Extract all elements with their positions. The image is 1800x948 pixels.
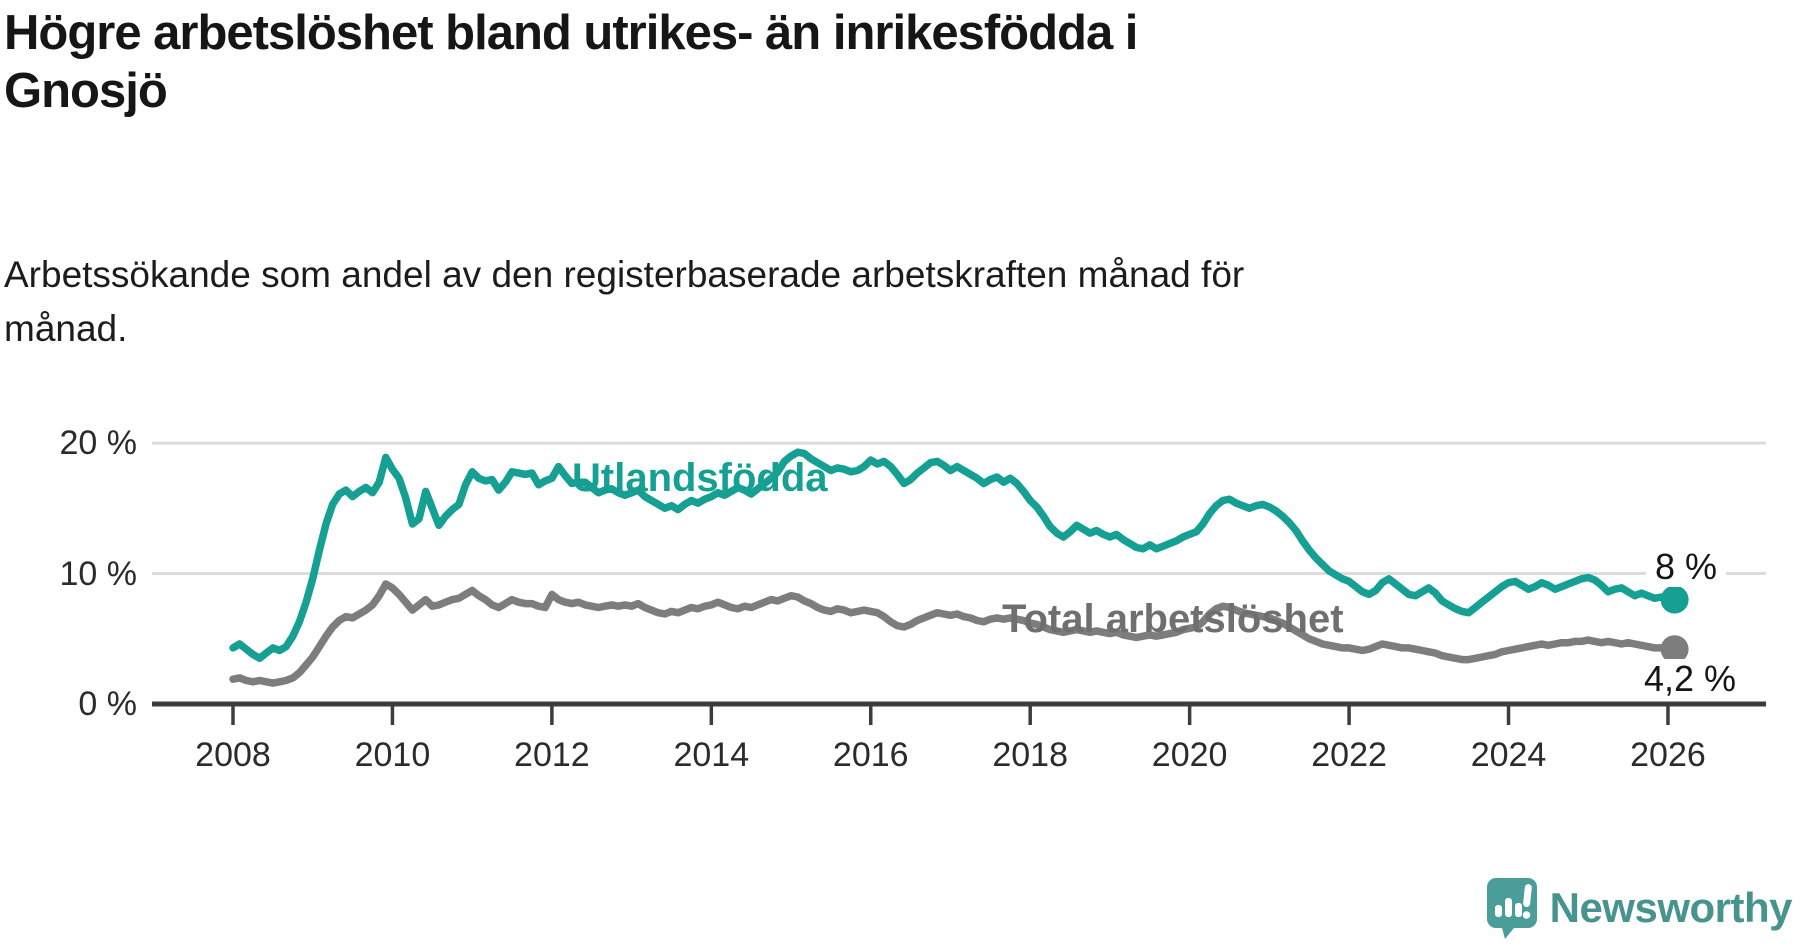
y-tick-label: 10 % [59, 554, 138, 593]
y-tick-label: 0 % [78, 685, 137, 723]
x-tick-label: 2014 [673, 736, 750, 774]
x-tick-label: 2010 [354, 736, 431, 774]
series-line-0 [229, 448, 1679, 663]
x-tick-label: 2012 [514, 736, 590, 774]
series-end-dot-1 [1660, 635, 1689, 664]
x-tick-label: 2018 [992, 736, 1069, 774]
series-line-1 [229, 580, 1679, 687]
page-title: Högre arbetslöshet bland utrikes- än inr… [4, 4, 1564, 120]
exclamation-bar [1522, 884, 1532, 908]
newsworthy-logo-icon [1486, 878, 1537, 939]
bar-2 [1504, 898, 1512, 917]
bar-3 [1514, 903, 1522, 917]
chart-subtitle-line-2: månad. [4, 308, 128, 349]
exclamation-dot [1522, 911, 1530, 919]
page-title-line-1: Högre arbetslöshet bland utrikes- än inr… [4, 6, 1138, 60]
x-tick-label: 2008 [195, 736, 271, 774]
x-tick-label: 2016 [832, 736, 909, 774]
page-title-line-2: Gnosjö [4, 64, 168, 118]
end-value-label-total: 4,2 % [1634, 659, 1746, 699]
chart-subtitle-line-1: Arbetssökande som andel av den registerb… [4, 254, 1245, 295]
series-end-dot-0 [1660, 585, 1689, 614]
x-tick-label: 2024 [1470, 736, 1547, 774]
chart-subtitle: Arbetssökande som andel av den registerb… [4, 248, 1504, 356]
y-tick-label: 20 % [59, 424, 138, 463]
newsworthy-wordmark: Newsworthy [1549, 884, 1793, 931]
series-label-utlandsfodda: Utlandsfödda [572, 456, 828, 500]
x-tick-label: 2020 [1151, 736, 1228, 774]
x-tick-label: 2026 [1630, 736, 1706, 774]
series-label-total-arbetsloshet: Total arbetslöshet [1002, 597, 1344, 641]
bar-1 [1494, 905, 1502, 917]
newsworthy-branding: Newsworthy [1482, 876, 1793, 940]
end-value-label-utlandsfodda: 8 % [1645, 547, 1727, 587]
x-tick-label: 2022 [1311, 736, 1387, 774]
